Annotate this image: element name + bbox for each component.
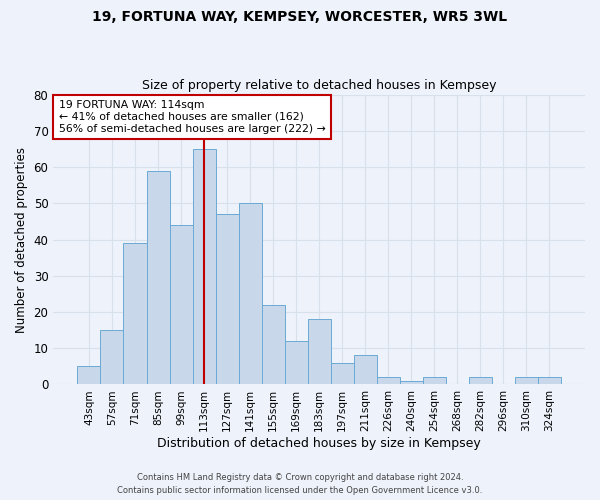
Bar bbox=[331, 362, 353, 384]
Bar bbox=[284, 341, 308, 384]
Bar bbox=[262, 304, 284, 384]
Bar bbox=[193, 149, 215, 384]
Bar bbox=[353, 356, 377, 384]
Bar bbox=[538, 377, 561, 384]
Title: Size of property relative to detached houses in Kempsey: Size of property relative to detached ho… bbox=[142, 79, 496, 92]
Bar bbox=[515, 377, 538, 384]
Bar bbox=[124, 243, 146, 384]
Bar bbox=[239, 204, 262, 384]
Bar bbox=[170, 225, 193, 384]
Y-axis label: Number of detached properties: Number of detached properties bbox=[15, 146, 28, 332]
Text: Contains HM Land Registry data © Crown copyright and database right 2024.
Contai: Contains HM Land Registry data © Crown c… bbox=[118, 474, 482, 495]
Bar bbox=[423, 377, 446, 384]
Bar bbox=[215, 214, 239, 384]
Bar bbox=[77, 366, 100, 384]
Bar bbox=[469, 377, 492, 384]
Text: 19, FORTUNA WAY, KEMPSEY, WORCESTER, WR5 3WL: 19, FORTUNA WAY, KEMPSEY, WORCESTER, WR5… bbox=[92, 10, 508, 24]
Bar bbox=[100, 330, 124, 384]
Text: 19 FORTUNA WAY: 114sqm
← 41% of detached houses are smaller (162)
56% of semi-de: 19 FORTUNA WAY: 114sqm ← 41% of detached… bbox=[59, 100, 325, 134]
X-axis label: Distribution of detached houses by size in Kempsey: Distribution of detached houses by size … bbox=[157, 437, 481, 450]
Bar bbox=[400, 381, 423, 384]
Bar bbox=[377, 377, 400, 384]
Bar bbox=[146, 170, 170, 384]
Bar bbox=[308, 319, 331, 384]
